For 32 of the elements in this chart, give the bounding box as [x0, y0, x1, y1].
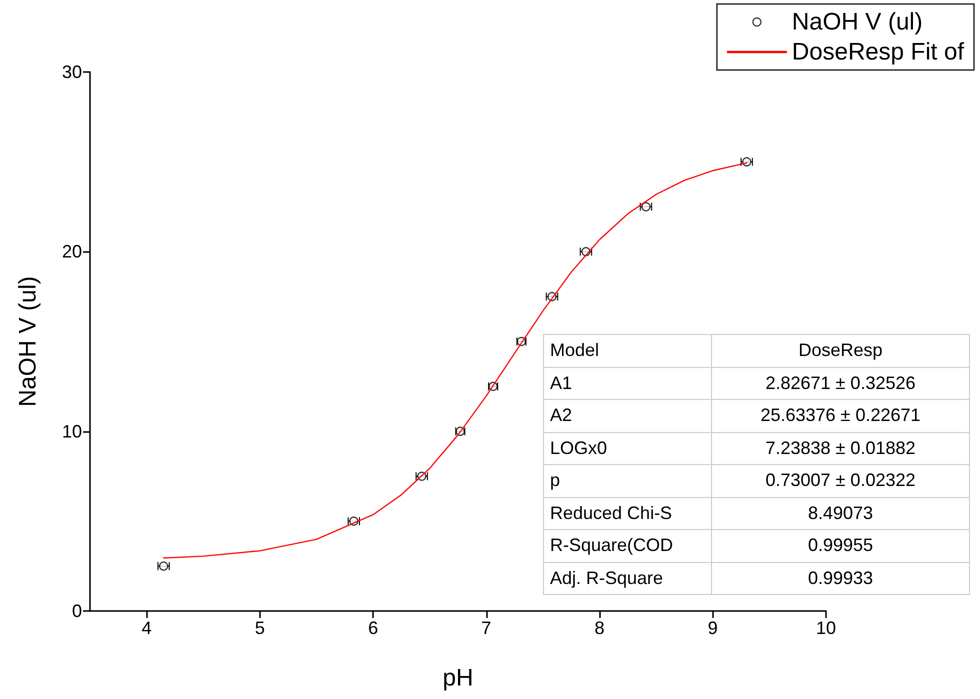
- x-tick-label: 10: [816, 618, 836, 638]
- annotation: 2.82671 ± 0.32526: [712, 367, 970, 400]
- annotation: 0.73007 ± 0.02322: [712, 464, 970, 497]
- x-tick-label: 4: [142, 618, 152, 638]
- annotation: R-Square(COD: [544, 530, 712, 562]
- y-tick-label: 20: [62, 242, 82, 262]
- annotation: 8.49073: [712, 497, 970, 530]
- y-axis-title: NaOH V (ul): [14, 276, 42, 407]
- annotation: A1: [544, 367, 712, 400]
- legend-label: DoseResp Fit of: [792, 38, 964, 66]
- x-tick-label: 6: [368, 618, 378, 638]
- x-tick-label: 7: [481, 618, 492, 638]
- annotation: LOGx0: [544, 432, 712, 464]
- annotation: Model: [544, 334, 712, 367]
- annotation: p: [544, 464, 712, 497]
- annotation: 7.23838 ± 0.01882: [712, 432, 970, 464]
- annotation: DoseResp: [712, 334, 970, 367]
- annotation: Adj. R-Square: [544, 562, 712, 594]
- annotation: Reduced Chi-S: [544, 497, 712, 530]
- annotation: 0.99955: [712, 530, 970, 562]
- point: [159, 561, 168, 571]
- annotation: A2: [544, 400, 712, 432]
- legend-label: NaOH V (ul): [792, 8, 923, 36]
- x-axis-title: pH: [442, 664, 474, 692]
- x-tick-label: 9: [708, 618, 718, 638]
- x-tick-label: 5: [254, 618, 265, 638]
- annotation: 0.99933: [712, 562, 970, 594]
- x-tick-label: 8: [594, 618, 605, 638]
- annotation: 25.63376 ± 0.22671: [712, 400, 970, 432]
- y-tick-label: 30: [62, 62, 82, 82]
- y-tick-label: 10: [62, 421, 82, 442]
- y-tick-label: 0: [72, 601, 82, 621]
